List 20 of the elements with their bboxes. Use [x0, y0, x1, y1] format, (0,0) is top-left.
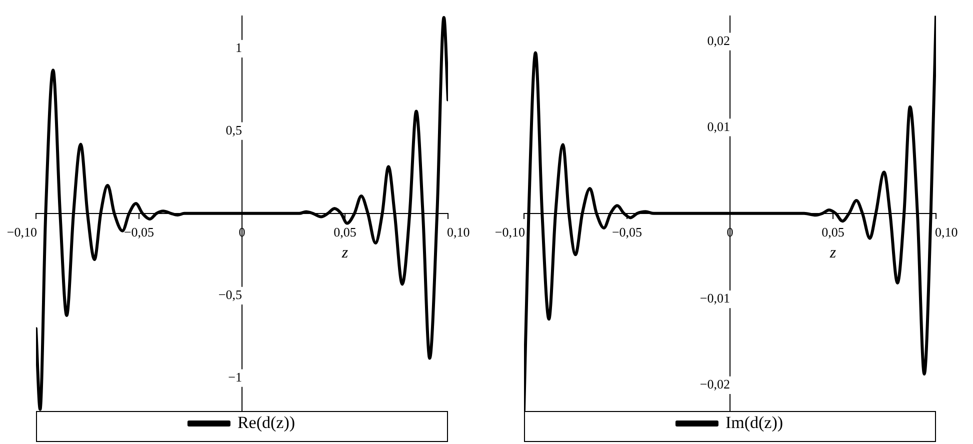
y-tick-label: 0,02	[707, 32, 730, 48]
y-tick-label: 1	[236, 40, 242, 56]
x-tick-label: 0,10	[447, 224, 470, 240]
y-tick-label: −0,01	[700, 290, 730, 306]
x-tick-label: −0,05	[124, 224, 154, 240]
x-tick-label: 0,05	[822, 224, 844, 240]
x-tick-label: −0,05	[612, 224, 642, 240]
y-tick-label: −0,5	[218, 287, 242, 302]
x-tick-label: 0,05	[334, 224, 356, 240]
legend-label: Im(d(z))	[725, 412, 784, 432]
x-tick-label: 0,10	[935, 224, 958, 240]
x-axis-title: z	[828, 244, 837, 262]
x-axis-title: z	[340, 244, 349, 262]
legend-label: Re(d(z))	[237, 412, 296, 432]
x-tick-label: −0,10	[494, 224, 525, 240]
y-tick-label: 0,01	[707, 118, 730, 134]
y-tick-label: −1	[228, 369, 242, 384]
x-tick-label: −0,10	[6, 224, 37, 240]
y-tick-label: 0,5	[226, 122, 242, 138]
y-tick-label: −0,02	[700, 376, 730, 392]
